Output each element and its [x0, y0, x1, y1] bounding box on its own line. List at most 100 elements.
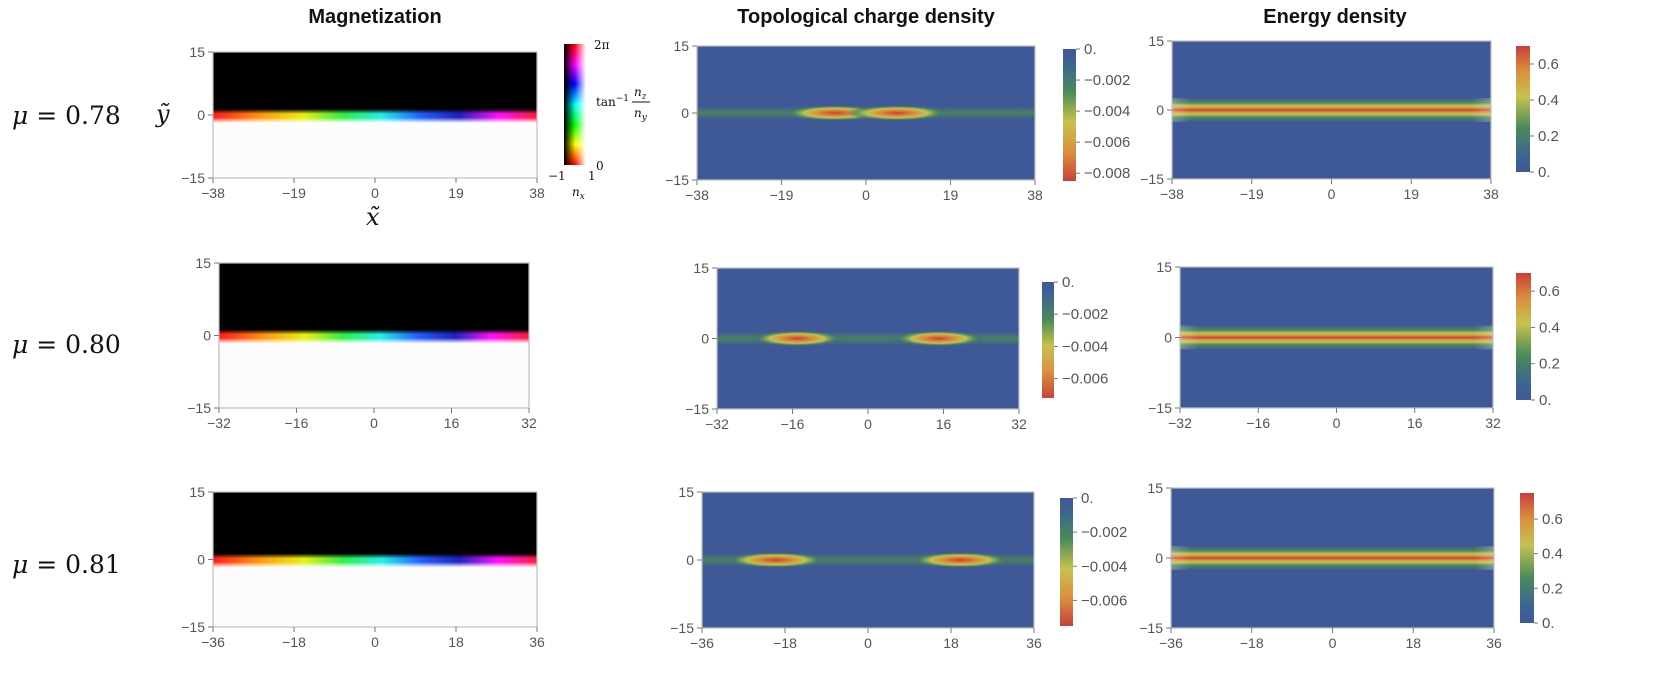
colorbar-tick-label: −0.006 — [1062, 371, 1108, 388]
colorbar-tick-label: 0. — [1538, 164, 1551, 181]
y-tick-label: 0 — [686, 552, 694, 568]
y-tick-label: −15 — [181, 619, 205, 635]
x-tick-label: −19 — [770, 187, 794, 203]
x-tick-label: −38 — [201, 185, 225, 201]
y-axis-symbol: ỹ — [156, 100, 170, 128]
x-tick-label: −36 — [201, 634, 225, 650]
energy-stripe-edges — [1172, 98, 1491, 122]
y-tick-label: 0 — [701, 331, 709, 347]
y-tick-label: 0 — [197, 107, 205, 123]
y-tick-label: −15 — [1140, 171, 1164, 187]
y-tick-label: 15 — [1148, 33, 1164, 49]
energy-colorbar — [1520, 493, 1534, 623]
x-tick-label: −36 — [1159, 635, 1183, 651]
x-tick-label: 32 — [521, 415, 537, 431]
x-tick-label: 16 — [1407, 415, 1423, 431]
tc-colorbar — [1060, 498, 1073, 626]
mag-top-region — [213, 52, 537, 115]
plot-panel-2: −38 −19 0 19 38 15 0 −15 0. −0.002 −0.004 −0.006 −0.… — [665, 38, 1130, 203]
row-label-3: μ = 0.81 — [12, 550, 121, 579]
energy-colorbar — [1516, 273, 1531, 400]
hue-side-fn: tan — [596, 95, 616, 109]
x-tick-label: 19 — [1403, 186, 1419, 202]
row-label-2: μ = 0.80 — [12, 330, 121, 359]
column-title-energy: Energy density — [1263, 6, 1407, 28]
x-tick-label: 18 — [1405, 635, 1421, 651]
colorbar-tick-label: 0.4 — [1538, 92, 1559, 109]
x-tick-label: 0 — [864, 635, 872, 651]
y-tick-label: −15 — [665, 172, 689, 188]
mag-bottom-region — [213, 559, 537, 627]
colorbar-tick-label: 0.2 — [1539, 356, 1560, 373]
plot-panel-1: −38 −19 0 19 38 15 0 −15 — [181, 44, 545, 201]
energy-stripe-edges — [1171, 546, 1494, 570]
x-tick-label: −32 — [207, 415, 231, 431]
plot-panel-3: −38 −19 0 19 38 15 0 −15 0.6 0.4 0.2 0. — [1140, 33, 1559, 202]
hue-legend: 2π 0 −1 1 nx tan−1 nz ny — [548, 38, 650, 202]
energy-colorbar — [1516, 46, 1530, 172]
y-tick-label: 15 — [195, 255, 211, 271]
x-tick-label: −18 — [1240, 635, 1264, 651]
colorbar-tick-label: 0.6 — [1542, 511, 1563, 528]
row-value: = 0.78 — [28, 101, 121, 130]
colorbar-tick-label: 0. — [1539, 392, 1552, 409]
y-tick-label: 0 — [197, 552, 205, 568]
x-tick-label: 0 — [864, 416, 872, 432]
mag-bottom-region — [219, 335, 529, 408]
colorbar-tick-label: 0. — [1542, 615, 1555, 632]
y-tick-label: 15 — [1156, 259, 1172, 275]
column-title-magnetization: Magnetization — [308, 6, 442, 28]
mu-symbol: μ — [12, 330, 29, 359]
x-tick-label: 18 — [943, 635, 959, 651]
y-tick-label: 0 — [1155, 550, 1163, 566]
x-tick-label: −38 — [685, 187, 709, 203]
x-tick-label: −19 — [282, 185, 306, 201]
tc-peak-2 — [846, 105, 948, 121]
hue-x-var: n — [572, 185, 580, 199]
colorbar-tick-label: −0.006 — [1081, 592, 1127, 609]
plot-panel-4: −32 −16 0 16 32 15 0 −15 — [187, 255, 537, 431]
colorbar-tick-label: 0.6 — [1538, 56, 1559, 73]
colorbar-tick-label: −0.002 — [1084, 72, 1130, 89]
colorbar-tick-label: −0.008 — [1084, 165, 1130, 182]
x-tick-label: 0 — [370, 415, 378, 431]
x-tick-label: 16 — [444, 415, 460, 431]
y-tick-label: 15 — [189, 484, 205, 500]
hue-side-label: tan−1 — [596, 94, 629, 109]
mag-top-region — [219, 263, 529, 336]
x-axis-symbol: x̃ — [366, 203, 380, 231]
x-tick-label: −19 — [1240, 186, 1264, 202]
plot-panel-7: −36 −18 0 18 36 15 0 −15 — [181, 484, 545, 650]
y-tick-label: 0 — [203, 328, 211, 344]
x-tick-label: 0 — [371, 185, 379, 201]
colorbar-tick-label: −0.004 — [1081, 558, 1127, 575]
row-label-1: μ = 0.78 — [12, 101, 121, 130]
x-tick-label: 36 — [1486, 635, 1502, 651]
x-tick-label: 0 — [862, 187, 870, 203]
colorbar-tick-label: −0.004 — [1062, 338, 1108, 355]
row-value: = 0.81 — [28, 550, 121, 579]
x-tick-label: −18 — [773, 635, 797, 651]
x-tick-label: −32 — [1168, 415, 1192, 431]
y-tick-label: 15 — [693, 260, 709, 276]
x-tick-label: −16 — [781, 416, 805, 432]
colorbar-tick-label: 0.6 — [1539, 283, 1560, 300]
mag-wall-fade — [219, 329, 529, 344]
mag-wall-fade — [213, 553, 537, 568]
mu-symbol: μ — [12, 101, 29, 130]
y-tick-label: 15 — [673, 38, 689, 54]
tc-colorbar — [1042, 282, 1054, 398]
colorbar-tick-label: 0.2 — [1538, 128, 1559, 145]
y-tick-label: −15 — [1139, 620, 1163, 636]
x-tick-label: −36 — [690, 635, 714, 651]
x-tick-label: 38 — [1027, 187, 1043, 203]
hue-den-var: n — [634, 106, 642, 120]
hue-den-sub: y — [641, 113, 648, 123]
x-tick-label: 32 — [1485, 415, 1501, 431]
mag-bottom-region — [213, 115, 537, 178]
y-tick-label: −15 — [1148, 400, 1172, 416]
colorbar-tick-label: 0.2 — [1542, 580, 1563, 597]
x-tick-label: 38 — [1483, 186, 1499, 202]
tc-peak-2 — [893, 330, 985, 347]
